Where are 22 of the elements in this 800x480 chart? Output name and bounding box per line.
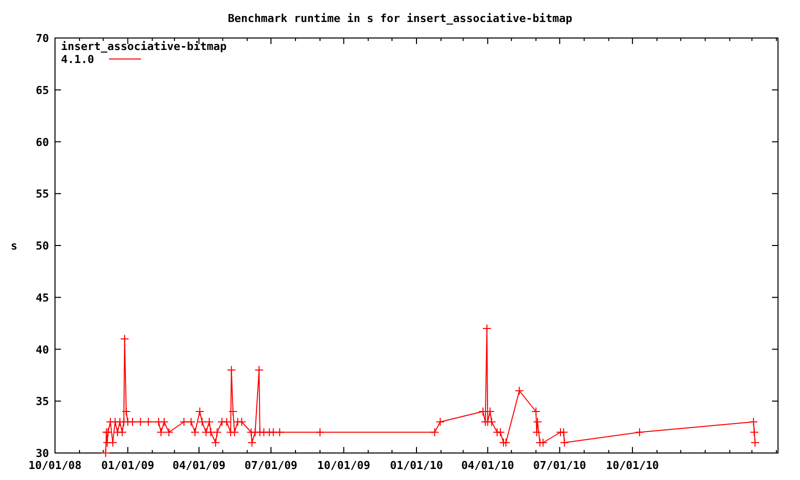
- y-tick-label: 50: [36, 240, 49, 252]
- legend-label: 4.1.0: [61, 53, 94, 66]
- x-tick-label: 01/01/09: [101, 459, 154, 472]
- x-tick-label: 01/01/10: [390, 459, 443, 472]
- y-tick-label: 70: [36, 32, 49, 45]
- y-tick-label: 40: [36, 343, 49, 356]
- x-tick-label: 10/01/08: [28, 459, 82, 472]
- y-tick-label: 35: [36, 395, 49, 408]
- legend-title: insert_associative-bitmap: [61, 40, 227, 53]
- x-tick-label: 07/01/09: [244, 459, 298, 472]
- x-tick-label: 04/01/10: [461, 459, 514, 472]
- x-tick-label: 10/01/10: [606, 459, 659, 472]
- x-tick-label: 07/01/10: [533, 459, 586, 472]
- y-tick-label: 45: [36, 291, 49, 304]
- y-tick-label: 30: [36, 447, 49, 460]
- y-tick-label: 65: [36, 84, 49, 97]
- x-tick-label: 10/01/09: [317, 459, 370, 472]
- x-tick-label: 04/01/09: [172, 459, 226, 472]
- y-tick-label: 55: [36, 188, 49, 201]
- y-tick-label: 60: [36, 136, 49, 149]
- y-axis-title: s: [10, 240, 18, 252]
- chart-title: Benchmark runtime in s for insert_associative-bitmap: [228, 12, 573, 25]
